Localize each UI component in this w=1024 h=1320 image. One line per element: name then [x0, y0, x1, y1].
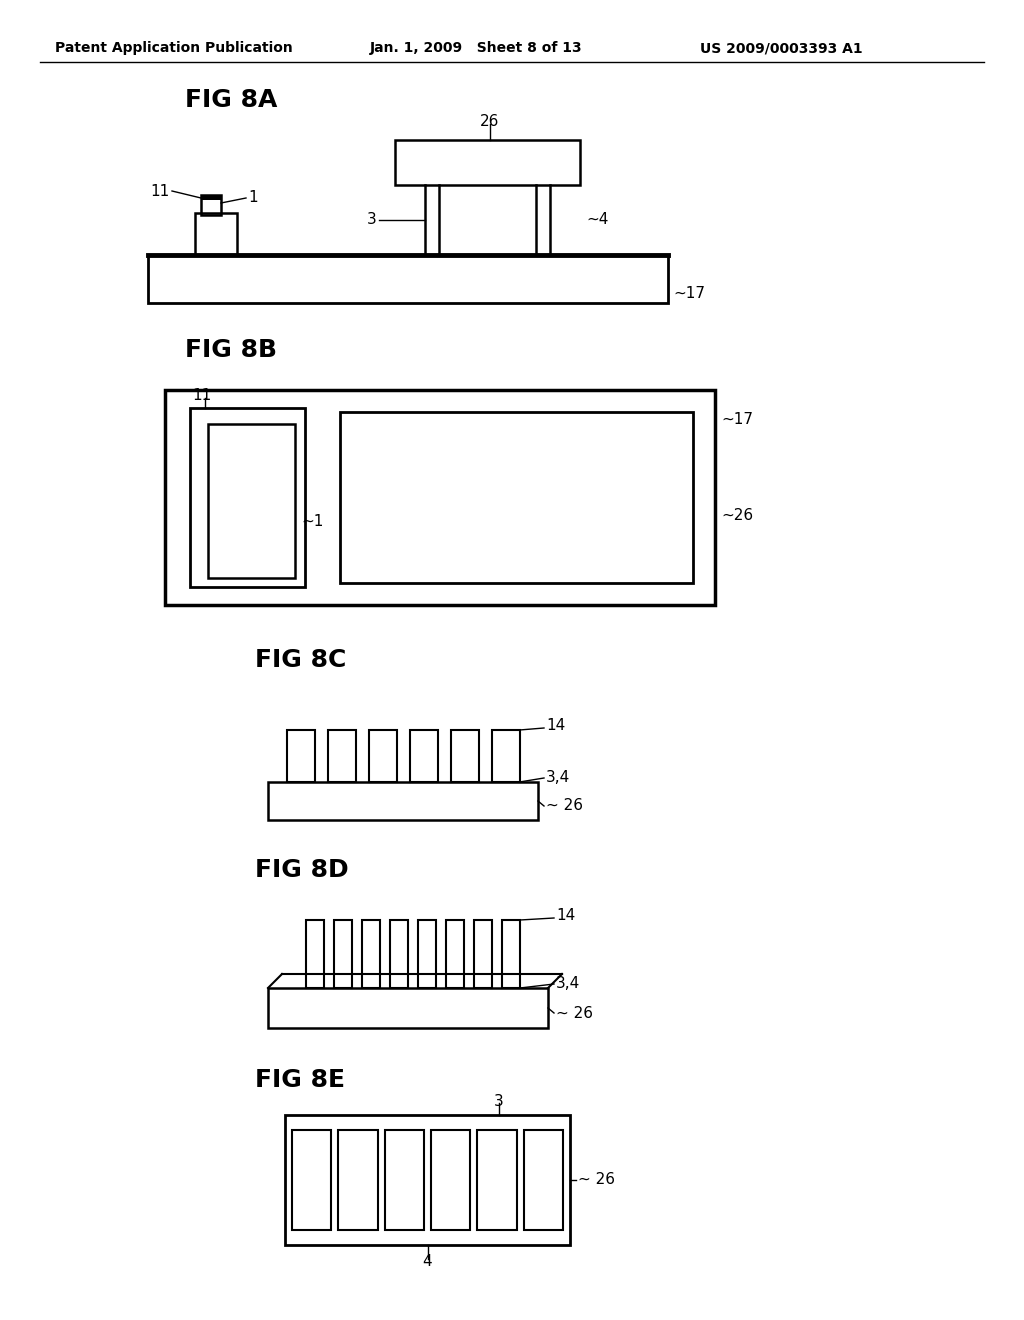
Bar	[385, 1130, 424, 1230]
Text: 3: 3	[368, 213, 377, 227]
Bar	[431, 1130, 470, 1230]
Text: FIG 8A: FIG 8A	[185, 88, 278, 112]
Bar	[410, 730, 437, 781]
Bar	[390, 920, 408, 987]
Text: Jan. 1, 2009   Sheet 8 of 13: Jan. 1, 2009 Sheet 8 of 13	[370, 41, 583, 55]
Text: 1: 1	[248, 190, 258, 206]
Text: ~ 26: ~ 26	[578, 1172, 615, 1188]
Bar	[451, 730, 478, 781]
Text: Patent Application Publication: Patent Application Publication	[55, 41, 293, 55]
Text: 11: 11	[193, 388, 211, 404]
Text: 4: 4	[423, 1254, 432, 1269]
Text: FIG 8D: FIG 8D	[255, 858, 348, 882]
Bar	[165, 389, 715, 605]
Text: 26: 26	[480, 115, 500, 129]
Text: 3: 3	[494, 1093, 504, 1109]
Bar	[492, 730, 519, 781]
Bar	[268, 781, 538, 820]
Text: ~4: ~4	[586, 213, 608, 227]
Text: ~17: ~17	[673, 285, 705, 301]
Bar	[446, 920, 464, 987]
Bar	[190, 408, 305, 587]
Bar	[201, 195, 221, 201]
Text: 3,4: 3,4	[556, 977, 581, 991]
Text: ~ 26: ~ 26	[556, 1006, 593, 1020]
Text: US 2009/0003393 A1: US 2009/0003393 A1	[700, 41, 862, 55]
Text: FIG 8C: FIG 8C	[255, 648, 346, 672]
Bar	[201, 195, 221, 215]
Text: FIG 8E: FIG 8E	[255, 1068, 345, 1092]
Bar	[395, 140, 580, 185]
Bar	[195, 213, 237, 255]
Bar	[334, 920, 352, 987]
Text: 14: 14	[546, 718, 565, 733]
Bar	[287, 730, 314, 781]
Bar	[285, 1115, 570, 1245]
Bar	[477, 1130, 517, 1230]
Bar	[208, 424, 295, 578]
Bar	[369, 730, 396, 781]
Bar	[502, 920, 520, 987]
Text: ~1: ~1	[301, 513, 324, 528]
Text: 11: 11	[151, 183, 170, 198]
Text: FIG 8B: FIG 8B	[185, 338, 278, 362]
Text: ~ 26: ~ 26	[546, 799, 583, 813]
Bar	[306, 920, 324, 987]
Text: ~26: ~26	[721, 507, 753, 523]
Bar	[418, 920, 436, 987]
Bar	[148, 255, 668, 304]
Text: ~17: ~17	[721, 412, 753, 428]
Bar	[474, 920, 492, 987]
Bar	[338, 1130, 378, 1230]
Bar	[328, 730, 355, 781]
Bar	[340, 412, 693, 583]
Bar	[292, 1130, 332, 1230]
Bar	[268, 987, 548, 1028]
Bar	[523, 1130, 563, 1230]
Text: 3,4: 3,4	[546, 771, 570, 785]
Bar	[362, 920, 380, 987]
Text: 14: 14	[556, 908, 575, 923]
